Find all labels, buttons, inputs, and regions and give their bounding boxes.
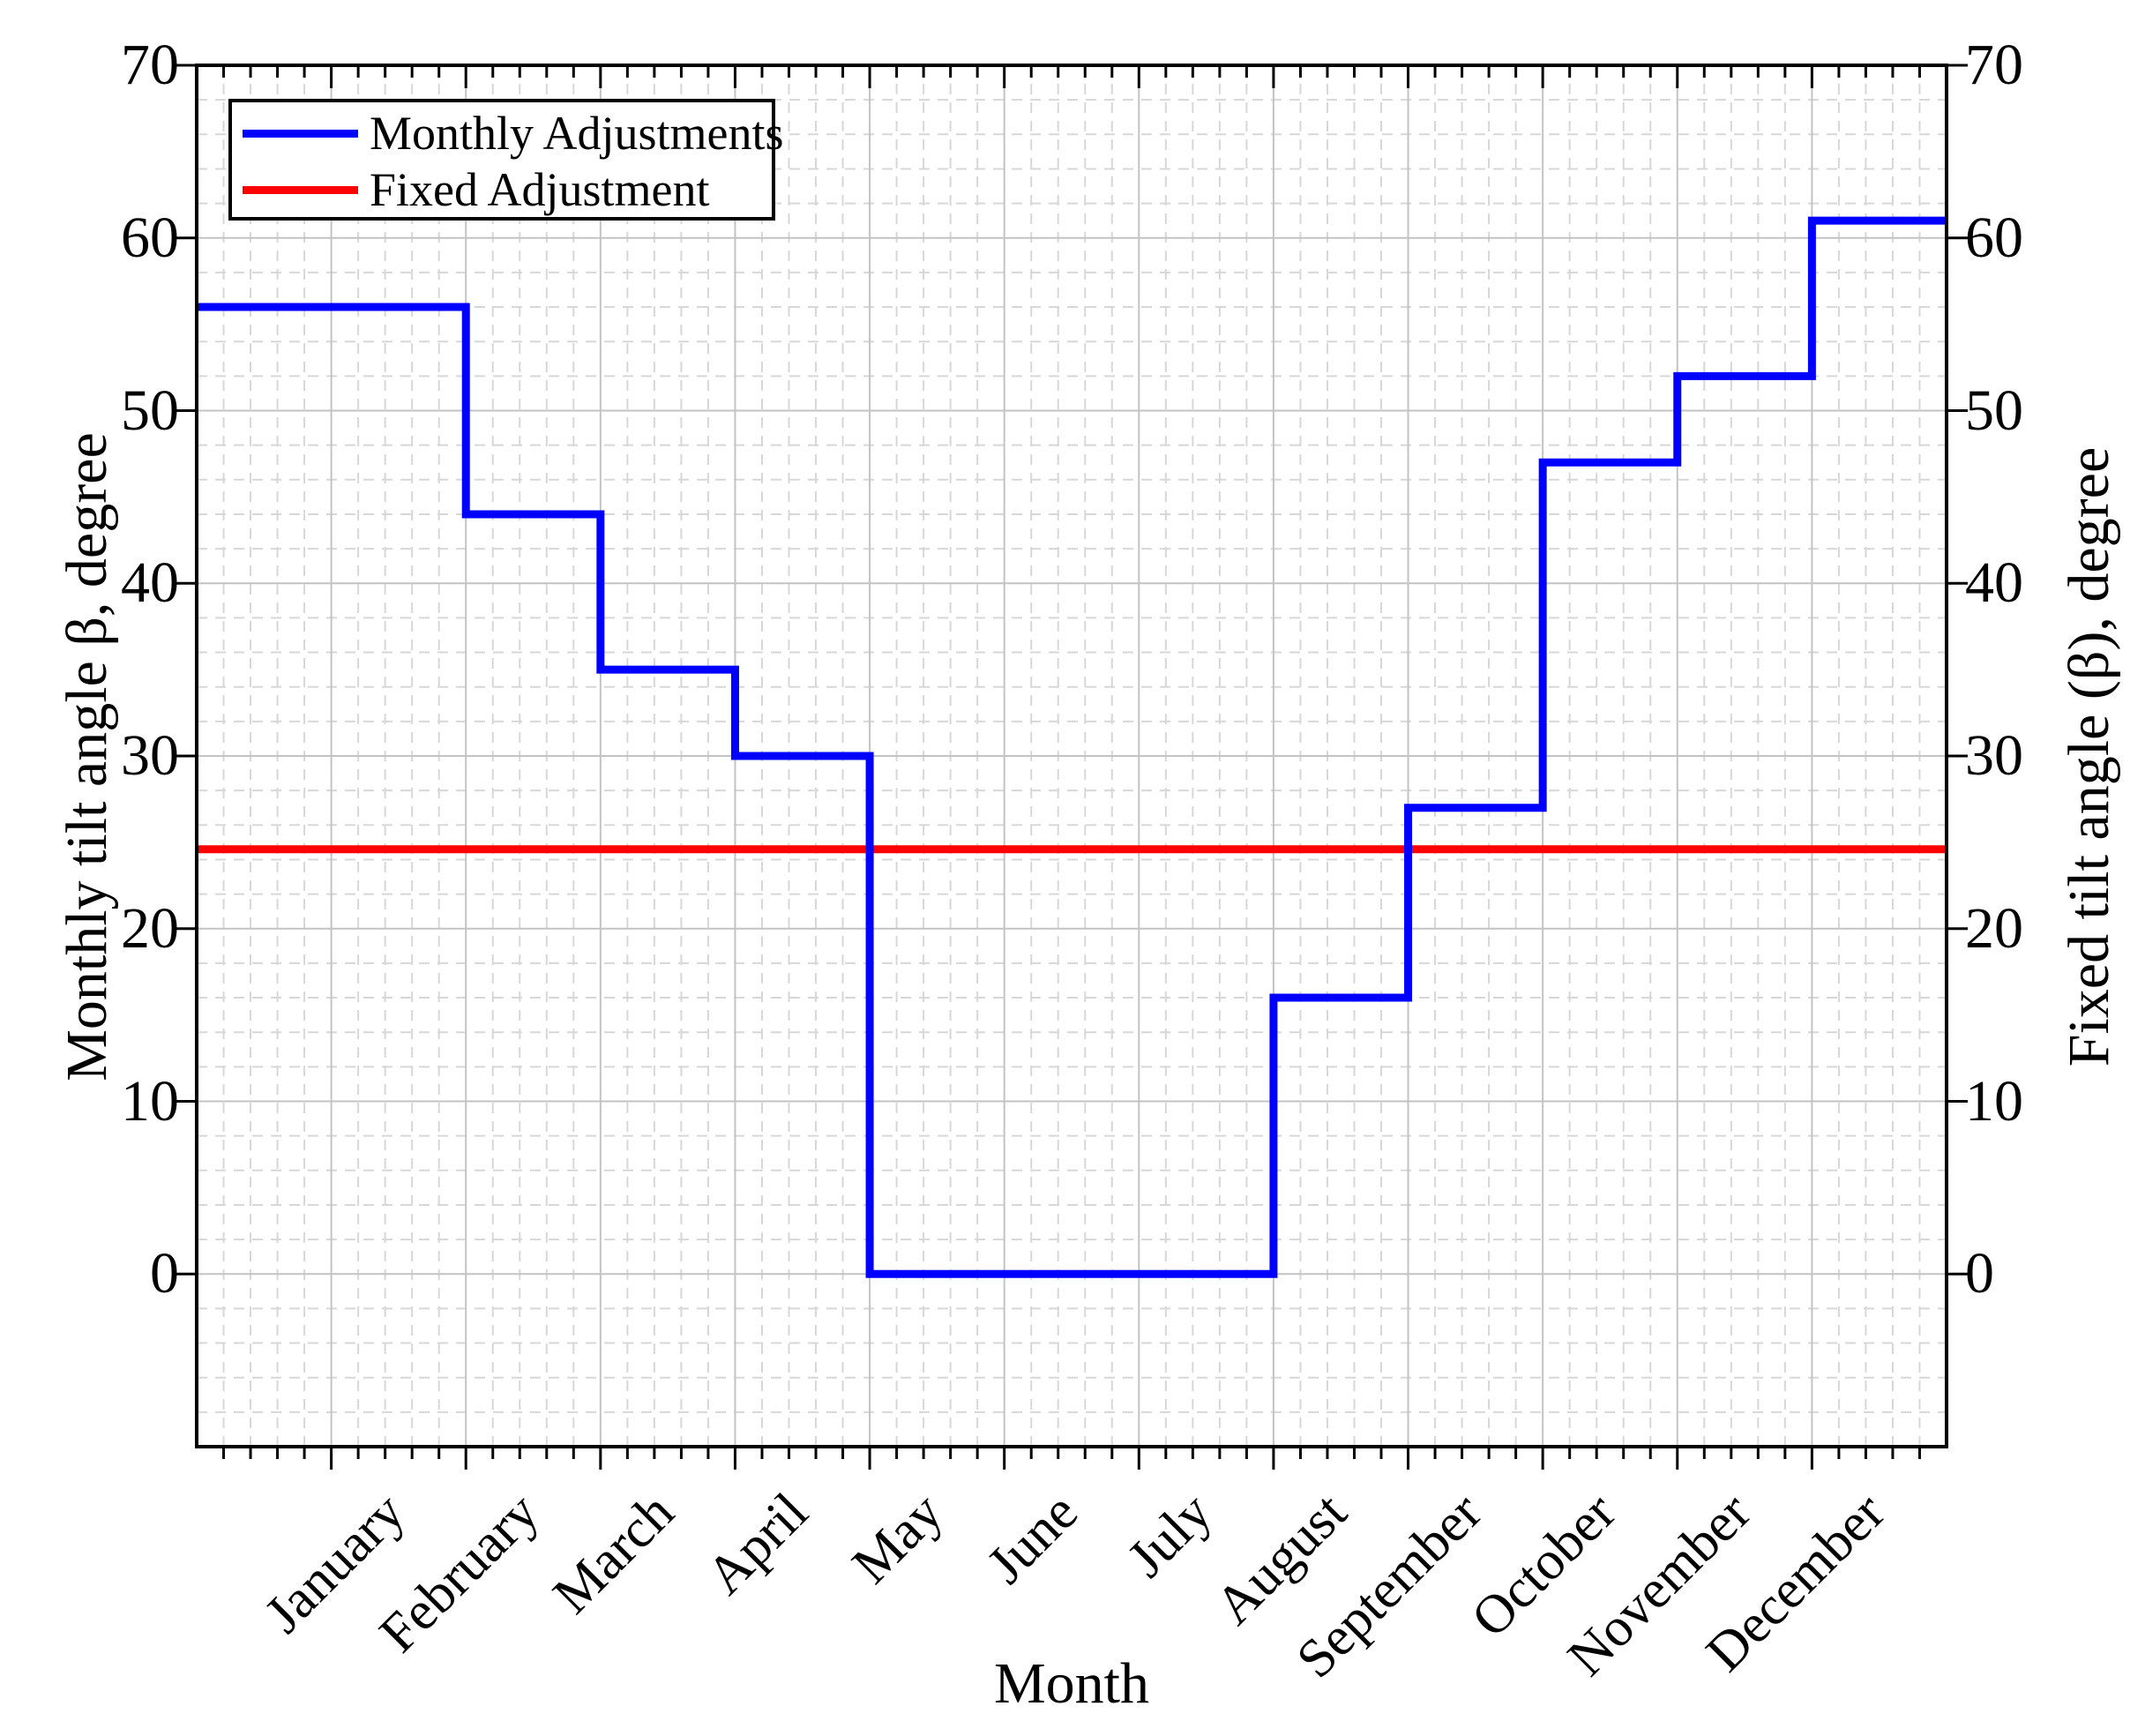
y-tick-label-left-70: 70 — [121, 33, 179, 97]
y-tick-label-left-10: 10 — [121, 1068, 179, 1134]
y-tick-label-left-0: 0 — [150, 1241, 179, 1306]
legend-item-fixed-adjustment: Fixed Adjustment — [243, 164, 710, 215]
y-tick-label-left-40: 40 — [121, 550, 179, 616]
y-tick-label-right-50: 50 — [1965, 378, 2023, 443]
y-tick-label-right-40: 40 — [1965, 550, 2023, 616]
y-tick-label-right-10: 10 — [1965, 1068, 2023, 1134]
legend: Monthly Adjustments Fixed Adjustment — [228, 99, 784, 221]
legend-label: Fixed Adjustment — [370, 163, 710, 216]
x-axis-title: Month — [993, 1651, 1150, 1716]
y-tick-label-right-30: 30 — [1965, 723, 2023, 788]
legend-item-monthly-adjustments: Monthly Adjustments — [243, 108, 784, 159]
y-tick-label-left-30: 30 — [121, 723, 179, 788]
axis-ticks — [176, 64, 1968, 1470]
legend-line-sample-blue — [243, 129, 358, 138]
legend-label: Monthly Adjustments — [370, 107, 784, 160]
y-tick-label-right-0: 0 — [1965, 1241, 1994, 1306]
major-gridlines — [197, 65, 1947, 1447]
y-tick-label-right-20: 20 — [1965, 895, 2023, 961]
y-tick-label-left-50: 50 — [121, 378, 179, 443]
y-tick-label-right-60: 60 — [1965, 205, 2023, 270]
y-tick-label-left-60: 60 — [121, 205, 179, 270]
legend-line-sample-red — [243, 185, 358, 194]
monthly-adjustments-stairs-line — [197, 216, 1947, 1278]
y-tick-label-left-20: 20 — [121, 895, 179, 961]
y-tick-label-right-70: 70 — [1965, 33, 2023, 97]
